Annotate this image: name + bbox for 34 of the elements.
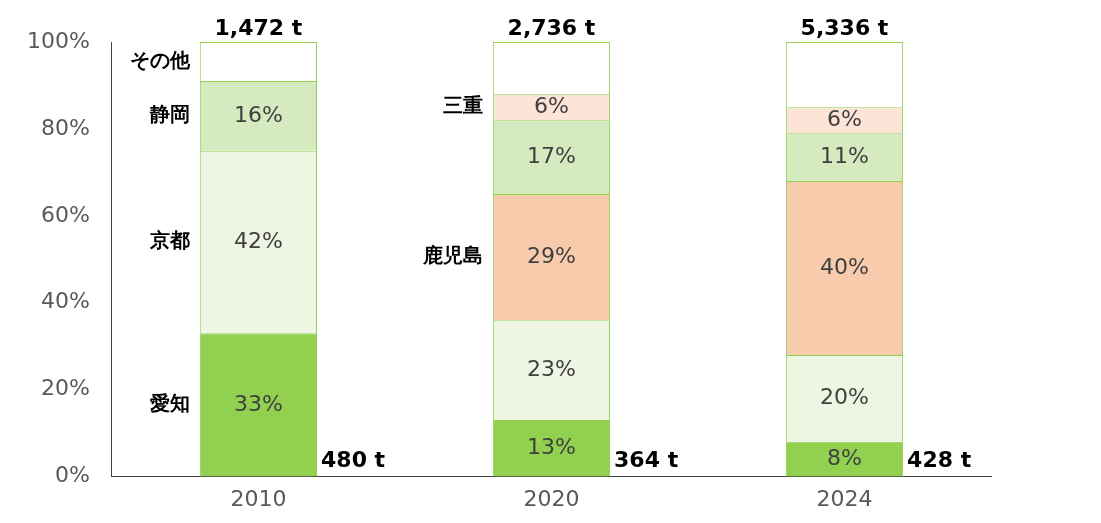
- series-label: その他: [129, 47, 191, 72]
- series-label: 静岡: [148, 102, 190, 127]
- y-tick-label: 0%: [54, 462, 90, 488]
- annotation: 428 t: [907, 447, 972, 473]
- annotation: 364 t: [614, 447, 679, 473]
- text: 1,472 t: [214, 14, 303, 40]
- y-tick-label: 60%: [40, 201, 90, 227]
- text: 5,336 t: [800, 14, 889, 40]
- data-label: 40%: [820, 253, 869, 279]
- data-label: 42%: [233, 227, 283, 253]
- data-label: 16%: [233, 101, 283, 127]
- series-label: 鹿児島: [421, 243, 483, 268]
- data-label: 23%: [526, 355, 576, 381]
- y-tick-label: 20%: [40, 375, 90, 401]
- y-tick-label: 100%: [26, 27, 90, 53]
- x-tick-label: 2010: [230, 485, 287, 511]
- data-label: 20%: [820, 384, 869, 410]
- data-label: 11%: [820, 142, 869, 168]
- series-label: 愛知: [149, 391, 190, 416]
- y-tick-label: 40%: [40, 288, 90, 314]
- data-label: 17%: [526, 142, 576, 168]
- data-label: 6%: [827, 105, 862, 131]
- x-tick-label: 2024: [816, 485, 873, 511]
- series-label: 京都: [148, 228, 190, 253]
- series-label: 三重: [442, 93, 483, 118]
- data-label: 33%: [233, 390, 283, 416]
- annotation: 480 t: [321, 447, 386, 473]
- text: 2,736 t: [507, 14, 596, 40]
- data-label: 8%: [827, 444, 862, 470]
- data-label: 6%: [533, 92, 569, 118]
- data-label: 29%: [526, 242, 576, 268]
- y-tick-label: 80%: [40, 114, 90, 140]
- x-tick-label: 2020: [523, 485, 580, 511]
- data-label: 13%: [526, 434, 576, 460]
